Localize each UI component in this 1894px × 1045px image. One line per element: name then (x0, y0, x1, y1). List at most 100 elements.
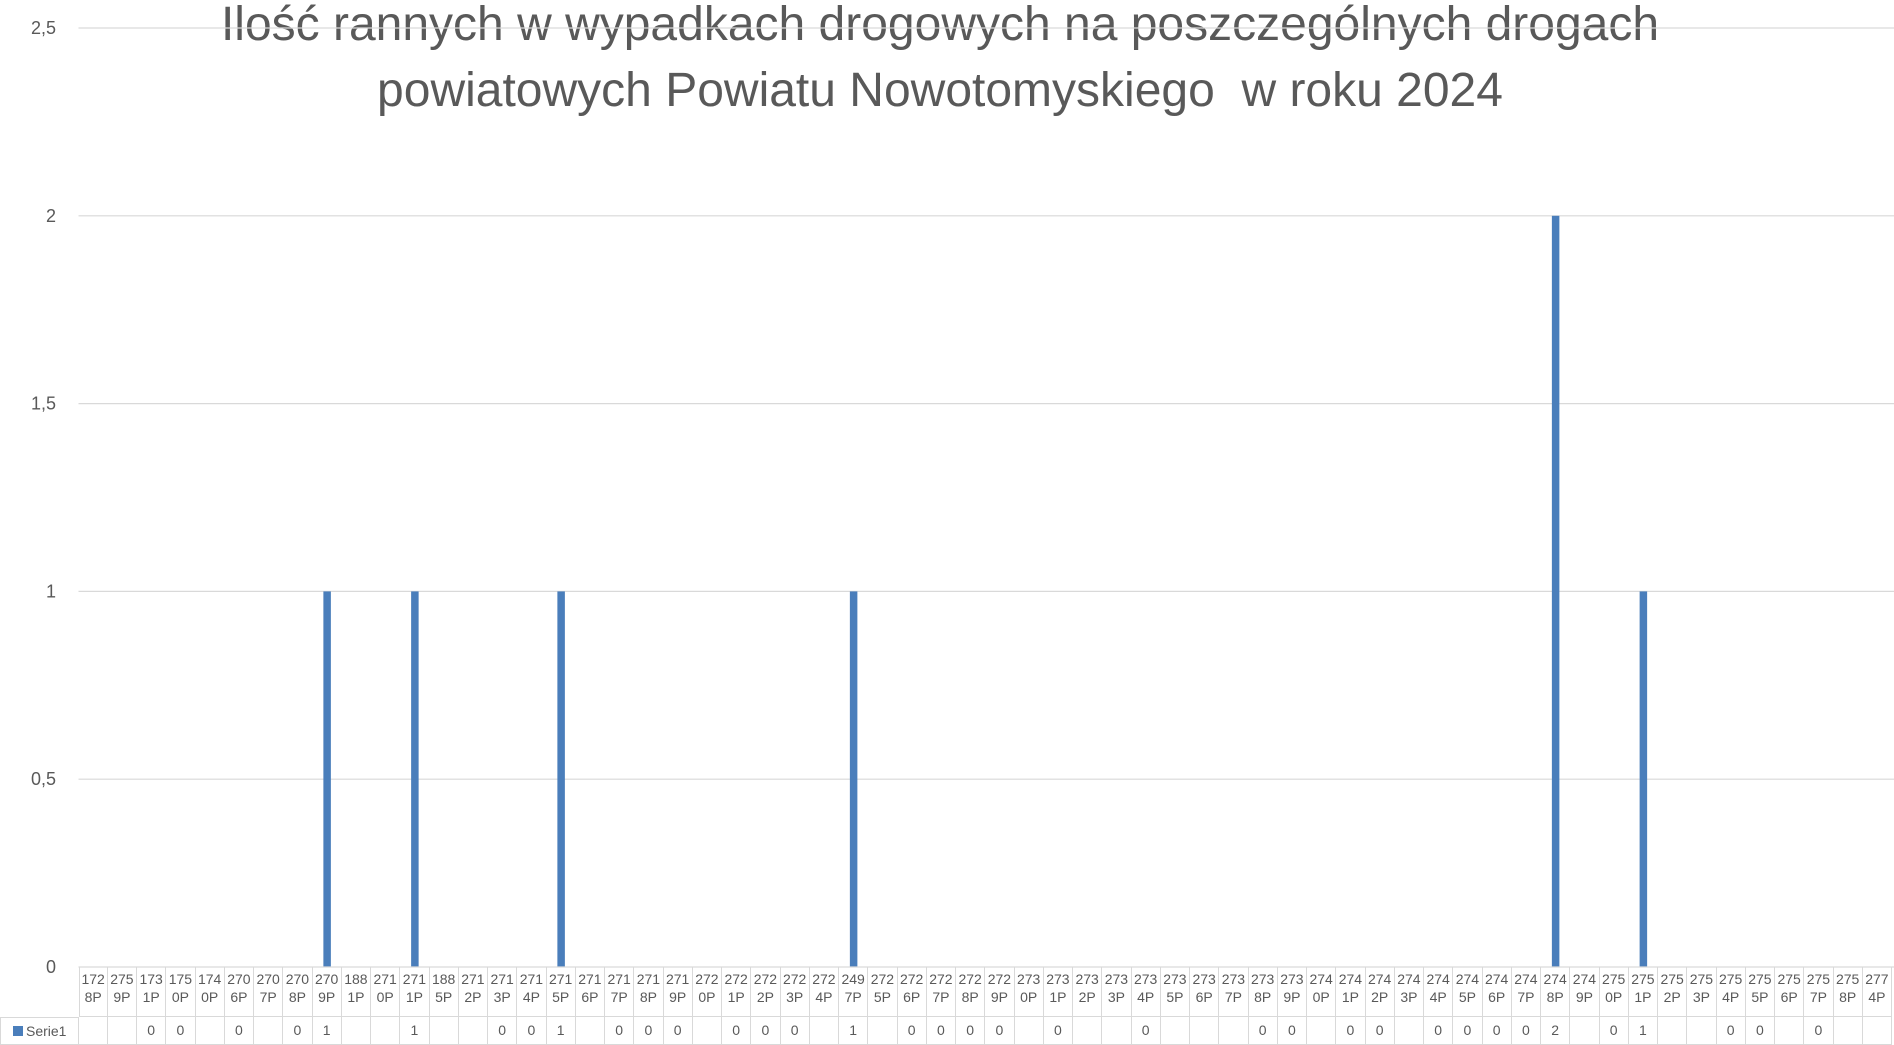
value-cell: 2 (1541, 1017, 1571, 1045)
category-cell: 2711P (400, 967, 430, 1017)
category-cell: 2750P (1599, 967, 1629, 1017)
category-cell: 2497P (839, 967, 869, 1017)
category-cell: 2747P (1511, 967, 1541, 1017)
value-cell: 0 (488, 1017, 518, 1045)
category-cell: 2723P (780, 967, 810, 1017)
value-cell: 0 (722, 1017, 752, 1045)
category-cell: 2736P (1190, 967, 1220, 1017)
category-cell: 2748P (1541, 967, 1571, 1017)
value-cell (429, 1017, 459, 1045)
category-cell: 2727P (926, 967, 956, 1017)
category-cell: 1728P (78, 967, 108, 1017)
category-cell: 2707P (254, 967, 284, 1017)
value-cell: 0 (283, 1017, 313, 1045)
category-cell: 2756P (1775, 967, 1805, 1017)
value-cell (1775, 1017, 1805, 1045)
category-cell: 2730P (1014, 967, 1044, 1017)
value-cell (1833, 1017, 1863, 1045)
category-cell: 2749P (1570, 967, 1600, 1017)
y-tick-label: 0,5 (31, 769, 56, 789)
value-cell (1190, 1017, 1220, 1045)
value-cell: 0 (985, 1017, 1015, 1045)
y-tick-label: 2 (46, 206, 56, 226)
value-cell (1570, 1017, 1600, 1045)
chart-title: Ilość rannych w wypadkach drogowych na p… (221, 0, 1659, 117)
value-cell: 0 (517, 1017, 547, 1045)
value-cell: 0 (751, 1017, 781, 1045)
category-cell: 2740P (1307, 967, 1337, 1017)
value-cell: 0 (224, 1017, 254, 1045)
value-cell: 1 (312, 1017, 342, 1045)
y-tick-label: 0 (46, 957, 56, 977)
category-cell: 2728P (956, 967, 986, 1017)
category-cell: 2715P (546, 967, 576, 1017)
value-cell: 0 (1131, 1017, 1161, 1045)
value-cell: 0 (605, 1017, 635, 1045)
y-tick-label: 1 (46, 581, 56, 601)
category-cell: 2733P (1102, 967, 1132, 1017)
value-cell: 0 (1043, 1017, 1073, 1045)
value-cell (1160, 1017, 1190, 1045)
value-cell: 0 (897, 1017, 927, 1045)
category-cell: 2753P (1687, 967, 1717, 1017)
category-cell: 2708P (283, 967, 313, 1017)
value-cell: 0 (780, 1017, 810, 1045)
value-cell: 0 (1336, 1017, 1366, 1045)
value-cell (1862, 1017, 1892, 1045)
category-cell: 2722P (751, 967, 781, 1017)
y-tick-label: 2,5 (31, 18, 56, 38)
category-cell: 2709P (312, 967, 342, 1017)
value-cell: 0 (956, 1017, 986, 1045)
category-cell: 2732P (1073, 967, 1103, 1017)
category-cell: 2758P (1833, 967, 1863, 1017)
bar (1639, 591, 1648, 967)
category-cell: 1731P (137, 967, 167, 1017)
value-cell: 0 (1365, 1017, 1395, 1045)
category-cell: 2721P (722, 967, 752, 1017)
value-cell: 0 (1511, 1017, 1541, 1045)
value-cell (254, 1017, 284, 1045)
category-cell: 2757P (1804, 967, 1834, 1017)
category-cell: 2742P (1365, 967, 1395, 1017)
category-cell: 2754P (1716, 967, 1746, 1017)
value-cell: 0 (663, 1017, 693, 1045)
category-cell: 2725P (868, 967, 898, 1017)
category-cell: 2726P (897, 967, 927, 1017)
category-cell: 2737P (1219, 967, 1249, 1017)
value-cell: 0 (1745, 1017, 1775, 1045)
value-cell (78, 1017, 108, 1045)
category-cell: 2759P (107, 967, 137, 1017)
value-cell (1102, 1017, 1132, 1045)
category-cell: 2710P (371, 967, 401, 1017)
value-cell: 0 (926, 1017, 956, 1045)
category-cell: 2744P (1424, 967, 1454, 1017)
category-cell: 2734P (1131, 967, 1161, 1017)
category-cell: 2720P (692, 967, 722, 1017)
category-cell: 2739P (1277, 967, 1307, 1017)
value-cell (458, 1017, 488, 1045)
value-cell: 0 (1277, 1017, 1307, 1045)
category-cell: 1881P (341, 967, 371, 1017)
category-cell: 2745P (1453, 967, 1483, 1017)
category-cell: 2743P (1394, 967, 1424, 1017)
value-cell: 1 (546, 1017, 576, 1045)
value-cell: 0 (1248, 1017, 1278, 1045)
value-cell (692, 1017, 722, 1045)
category-cell: 2735P (1160, 967, 1190, 1017)
value-cell: 0 (166, 1017, 196, 1045)
value-cell (341, 1017, 371, 1045)
category-cell: 2717P (605, 967, 635, 1017)
value-cell (1307, 1017, 1337, 1045)
category-cell: 2731P (1043, 967, 1073, 1017)
value-cell: 0 (137, 1017, 167, 1045)
category-cell: 2706P (224, 967, 254, 1017)
value-cell: 0 (1453, 1017, 1483, 1045)
value-cell: 0 (1804, 1017, 1834, 1045)
bar (411, 591, 419, 967)
category-cell: 1750P (166, 967, 196, 1017)
value-cell (868, 1017, 898, 1045)
value-cell: 1 (1628, 1017, 1658, 1045)
value-cell: 1 (839, 1017, 869, 1045)
